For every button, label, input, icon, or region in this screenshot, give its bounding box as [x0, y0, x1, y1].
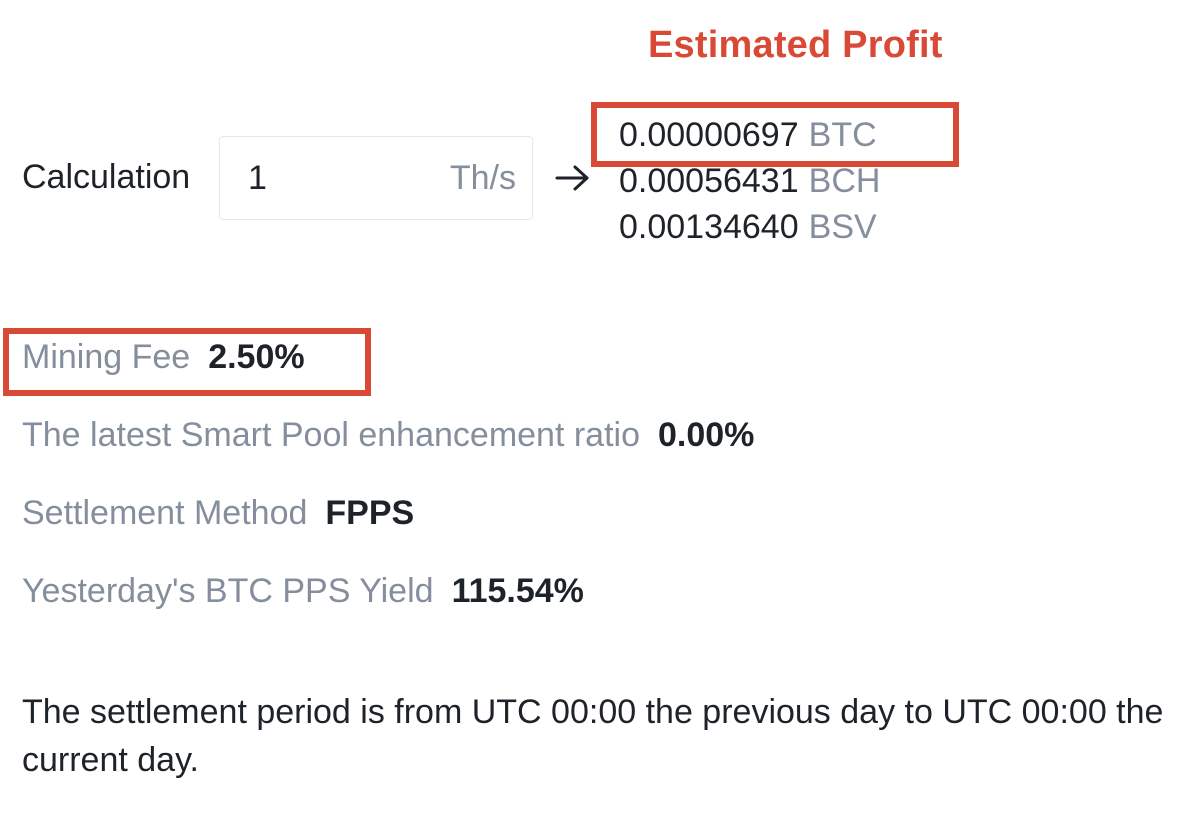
profit-coin: BCH: [808, 162, 881, 200]
hashrate-input-value[interactable]: 1: [248, 159, 267, 197]
arrow-right-icon: [555, 165, 589, 191]
settlement-period-note: The settlement period is from UTC 00:00 …: [22, 693, 1164, 779]
settlement-method-label: Settlement Method: [22, 494, 308, 532]
profit-amount: 0.00134640: [619, 208, 799, 246]
mining-fee-row: Mining Fee 2.50%: [22, 338, 305, 377]
profit-amount: 0.00056431: [619, 162, 799, 200]
pps-yield-row: Yesterday's BTC PPS Yield 115.54%: [22, 572, 584, 611]
profit-amount: 0.00000697: [619, 116, 799, 154]
estimated-profit-annotation: Estimated Profit: [648, 24, 943, 66]
profit-coin: BTC: [808, 116, 877, 154]
mining-fee-value: 2.50%: [208, 338, 305, 376]
calculation-label: Calculation: [22, 158, 191, 196]
settlement-method-row: Settlement Method FPPS: [22, 494, 414, 533]
pps-yield-label: Yesterday's BTC PPS Yield: [22, 572, 434, 610]
smart-pool-ratio-label: The latest Smart Pool enhancement ratio: [22, 416, 640, 454]
hashrate-unit: Th/s: [449, 159, 516, 197]
pps-yield-value: 115.54%: [451, 572, 584, 610]
hashrate-input[interactable]: 1 Th/s: [219, 136, 533, 220]
profit-row-btc: 0.00000697 BTC: [619, 112, 880, 158]
estimated-profit-list: 0.00000697 BTC 0.00056431 BCH 0.00134640 BS…: [619, 112, 880, 250]
settlement-method-value: FPPS: [325, 494, 415, 532]
profit-row-bsv: 0.00134640 BSV: [619, 204, 880, 250]
smart-pool-ratio-value: 0.00%: [658, 416, 755, 454]
mining-fee-label: Mining Fee: [22, 338, 191, 376]
profit-coin: BSV: [808, 208, 877, 246]
profit-row-bch: 0.00056431 BCH: [619, 158, 880, 204]
smart-pool-ratio-row: The latest Smart Pool enhancement ratio 0…: [22, 416, 754, 455]
